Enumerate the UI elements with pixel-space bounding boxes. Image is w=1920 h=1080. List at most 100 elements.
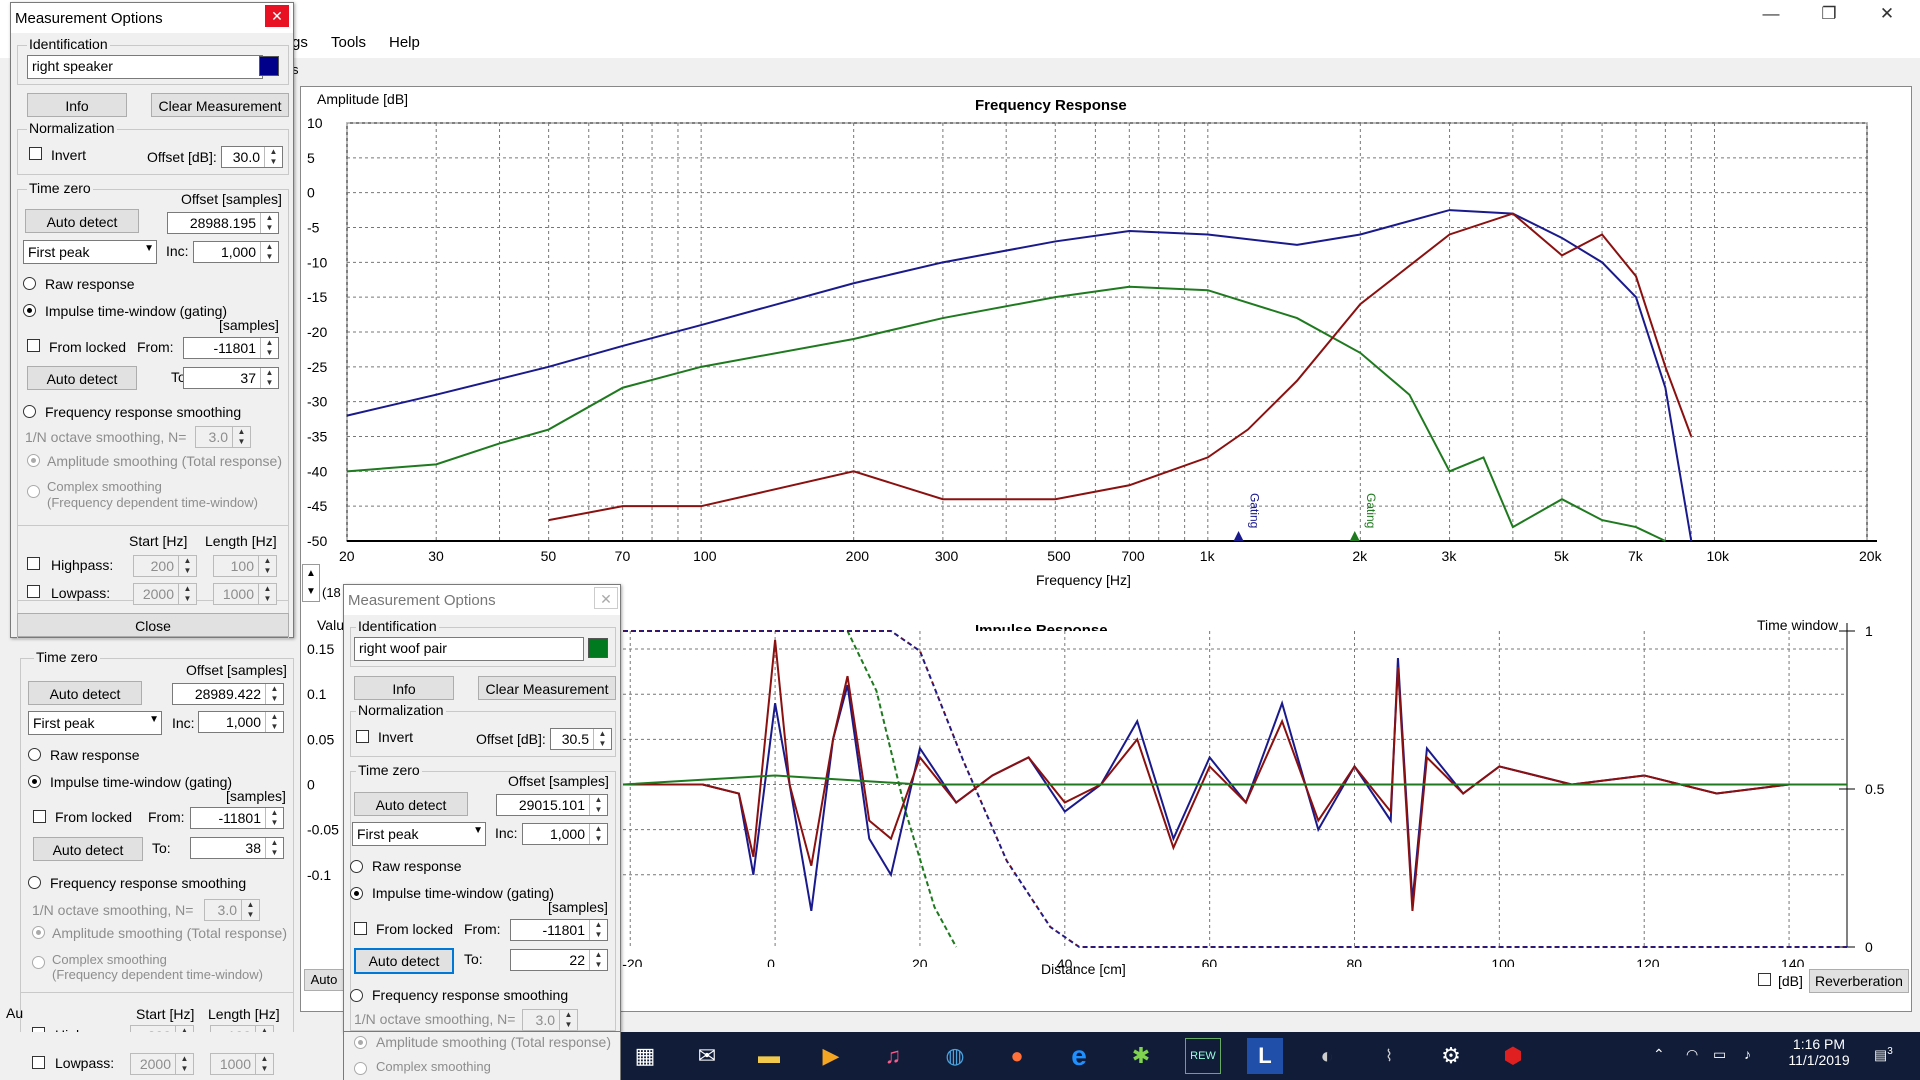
impulse-window-radio-2[interactable] [28, 775, 41, 788]
lowpass-checkbox[interactable] [27, 585, 40, 598]
clear-measurement-button-d2[interactable]: Clear Measurement [478, 676, 616, 700]
to-input-2[interactable]: 38 ▲ ▼ [190, 837, 284, 859]
spinner-arrows-icon[interactable]: ▲▼ [258, 556, 276, 576]
inc-input-d2[interactable]: 1,000 ▲ ▼ [522, 823, 608, 845]
from-locked-checkbox-d2[interactable] [354, 922, 367, 935]
show-hidden-icons-icon[interactable]: ⌃ [1653, 1046, 1665, 1062]
dialog2-close-icon[interactable]: ✕ [594, 587, 618, 609]
sound-icon[interactable]: ◐ [1320, 1043, 1334, 1068]
spinner-arrows-icon[interactable]: ▲▼ [241, 900, 259, 920]
auto-detect-gating-button-d2[interactable]: Auto detect [354, 948, 454, 974]
offset-samples-input[interactable]: 28988.195 ▲ ▼ [167, 212, 279, 234]
lp-len-input-2[interactable]: 1000 ▲ ▼ [210, 1053, 274, 1075]
spinner-arrows-icon[interactable]: ▲▼ [178, 584, 196, 604]
app-icon[interactable]: ✱ [1131, 1043, 1151, 1068]
raw-response-radio-2[interactable] [28, 748, 41, 761]
complex-smoothing-radio[interactable] [27, 485, 40, 498]
close-button[interactable]: Close [17, 613, 289, 637]
lp-start-input[interactable]: 2000 ▲ ▼ [133, 583, 197, 605]
spinner-arrows-icon[interactable]: ▲▼ [260, 368, 278, 388]
spinner-arrows-icon[interactable]: ▲▼ [260, 213, 278, 233]
highpass-checkbox[interactable] [27, 557, 40, 570]
identification-input[interactable]: right speaker [27, 55, 263, 79]
wifi-icon[interactable]: ◠ [1686, 1046, 1699, 1062]
from-input-d2[interactable]: -11801 ▲ ▼ [510, 919, 608, 941]
octave-input-2[interactable]: 3.0 ▲ ▼ [204, 899, 260, 921]
from-input[interactable]: -11801 ▲ ▼ [183, 337, 279, 359]
auto-detect-gating-button-2[interactable]: Auto detect [33, 837, 143, 861]
spinner-arrows-icon[interactable]: ▲▼ [589, 950, 607, 970]
spinner-arrows-icon[interactable]: ▲▼ [589, 920, 607, 940]
menu-settings-partial[interactable]: gs [292, 34, 308, 51]
invert-checkbox[interactable] [29, 147, 42, 160]
spinner-arrows-icon[interactable]: ▲▼ [264, 147, 282, 167]
spinner-arrows-icon[interactable]: ▲▼ [589, 795, 607, 815]
spinner-arrows-icon[interactable]: ▲▼ [232, 427, 250, 447]
file-explorer-icon[interactable]: ▬ [758, 1043, 780, 1068]
battery-icon[interactable]: ▭ [1713, 1046, 1727, 1062]
media-player-icon[interactable]: ▶ [822, 1043, 840, 1068]
db-checkbox[interactable] [1758, 973, 1771, 986]
settings-icon[interactable]: ⚙ [1441, 1043, 1461, 1068]
raw-response-radio[interactable] [23, 277, 36, 290]
auto-fragment-button[interactable]: Auto [304, 969, 344, 991]
mail-icon[interactable]: ✉ [697, 1043, 717, 1068]
info-button-d2[interactable]: Info [354, 676, 454, 700]
clock[interactable]: 1:16 PM 11/1/2019 [1777, 1036, 1861, 1068]
inc-input[interactable]: 1,000 ▲ ▼ [193, 241, 279, 263]
spinner-arrows-icon[interactable]: ▲▼ [265, 684, 283, 704]
offset-samples-input-2[interactable]: 28989.422 ▲ ▼ [172, 683, 284, 705]
lowpass-checkbox-2[interactable] [32, 1056, 45, 1069]
acrobat-icon[interactable]: ⬢ [1503, 1043, 1523, 1068]
impulse-window-radio-d2[interactable] [350, 887, 363, 900]
itunes-icon[interactable]: ♫ [884, 1043, 902, 1068]
hp-len-input[interactable]: 100 ▲ ▼ [213, 555, 277, 577]
invert-checkbox-d2[interactable] [356, 730, 369, 743]
complex-smoothing-radio-d2[interactable] [354, 1062, 367, 1075]
freq-smoothing-radio-d2[interactable] [350, 989, 363, 1002]
auto-detect-button-d2[interactable]: Auto detect [354, 792, 468, 816]
spinner-arrows-icon[interactable]: ▲▼ [178, 556, 196, 576]
firefox-icon[interactable]: ● [1010, 1043, 1024, 1068]
menu-help[interactable]: Help [389, 34, 420, 51]
spinner-arrows-icon[interactable]: ▲▼ [258, 584, 276, 604]
raw-response-radio-d2[interactable] [350, 860, 363, 873]
auto-detect-button[interactable]: Auto detect [25, 209, 139, 233]
rew-icon[interactable]: REW [1185, 1038, 1221, 1074]
calculator-icon[interactable]: ▦ [634, 1043, 656, 1068]
from-locked-checkbox[interactable] [27, 339, 40, 352]
edge-icon[interactable]: e [1071, 1040, 1087, 1071]
trace-color-swatch[interactable] [259, 56, 279, 76]
peak-mode-select[interactable]: First peak ▼ [23, 240, 157, 264]
volume-icon[interactable]: ♪ [1744, 1046, 1751, 1062]
freq-smoothing-radio-2[interactable] [28, 876, 41, 889]
trace-color-swatch-d2[interactable] [588, 638, 608, 658]
minimize-button[interactable]: — [1762, 4, 1780, 23]
globe-icon[interactable]: ◍ [945, 1043, 965, 1068]
auto-detect-gating-button[interactable]: Auto detect [27, 366, 137, 390]
lp-start-input-2[interactable]: 2000 ▲ ▼ [130, 1053, 194, 1075]
peak-mode-select-d2[interactable]: First peak ▼ [352, 822, 486, 846]
scroll-arrows-icon[interactable]: ▲ ▼ [302, 564, 320, 602]
amp-smoothing-radio-d2[interactable] [354, 1036, 367, 1049]
notification-icon[interactable]: ▤3 [1874, 1046, 1893, 1063]
spinner-arrows-icon[interactable]: ▲▼ [260, 242, 278, 262]
close-window-button[interactable]: ✕ [1879, 4, 1895, 23]
offset-db-input[interactable]: 30.0 ▲ ▼ [221, 146, 283, 168]
spinner-arrows-icon[interactable]: ▲▼ [260, 338, 278, 358]
spinner-arrows-icon[interactable]: ▲▼ [265, 712, 283, 732]
from-locked-checkbox-2[interactable] [33, 810, 46, 823]
spinner-arrows-icon[interactable]: ▲▼ [175, 1054, 193, 1074]
inc-input-2[interactable]: 1,000 ▲ ▼ [198, 711, 284, 733]
lp-len-input[interactable]: 1000 ▲ ▼ [213, 583, 277, 605]
impulse-window-radio[interactable] [23, 304, 36, 317]
offset-db-input-d2[interactable]: 30.5 ▲ ▼ [550, 728, 612, 750]
spinner-arrows-icon[interactable]: ▲▼ [265, 838, 283, 858]
spinner-arrows-icon[interactable]: ▲▼ [255, 1054, 273, 1074]
spinner-arrows-icon[interactable]: ▲▼ [265, 808, 283, 828]
complex-smoothing-radio-2[interactable] [32, 956, 45, 969]
freq-smoothing-radio[interactable] [23, 405, 36, 418]
menu-tools[interactable]: Tools [331, 34, 367, 51]
offset-samples-input-d2[interactable]: 29015.101 ▲ ▼ [496, 794, 608, 816]
reverberation-button[interactable]: Reverberation [1809, 969, 1909, 993]
